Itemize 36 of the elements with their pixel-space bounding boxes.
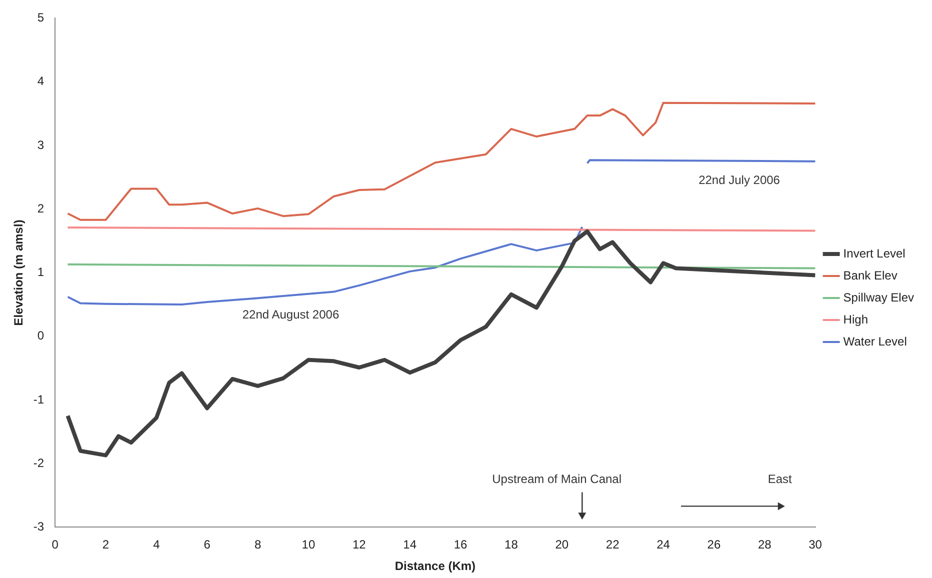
y-tick-label: 5: [37, 10, 44, 25]
x-axis-title: Distance (Km): [394, 559, 476, 574]
x-tick-label: 26: [707, 538, 721, 552]
legend-label: Water Level: [843, 334, 907, 348]
annotation: 22nd August 2006: [242, 308, 340, 322]
x-tick-label: 14: [403, 538, 417, 552]
y-tick-label: -1: [33, 392, 44, 406]
x-tick-label: 28: [758, 538, 772, 552]
x-tick-label: 12: [352, 538, 366, 552]
x-tick-label: 20: [555, 538, 569, 552]
legend-label: High: [843, 312, 868, 326]
y-tick-label: 0: [37, 328, 44, 343]
x-tick-label: 30: [808, 538, 822, 552]
x-tick-label: 4: [153, 538, 160, 552]
x-tick-label: 6: [204, 538, 211, 552]
legend-label: Bank Elev: [843, 268, 898, 282]
annotation: 22nd July 2006: [698, 172, 780, 187]
y-tick-label: 2: [37, 201, 44, 216]
x-tick-label: 22: [606, 538, 620, 552]
y-axis-title: Elevation (m amsl): [12, 220, 26, 326]
legend-label: Invert Level: [843, 246, 906, 260]
y-tick-label: 3: [37, 138, 44, 152]
annotation: Upstream of Main Canal: [492, 472, 622, 486]
annotation: East: [768, 472, 792, 486]
x-tick-label: 2: [102, 538, 110, 552]
y-tick-label: -3: [33, 520, 44, 534]
x-tick-label: 0: [52, 538, 59, 552]
x-tick-label: 18: [504, 538, 518, 552]
legend-label: Spillway Elev: [843, 290, 914, 304]
y-tick-label: 4: [37, 74, 44, 88]
x-tick-label: 10: [302, 538, 316, 552]
y-tick-label: -2: [33, 456, 44, 470]
x-tick-label: 24: [656, 538, 670, 552]
x-tick-label: 8: [254, 538, 262, 552]
y-tick-label: 1: [37, 265, 44, 280]
x-tick-label: 16: [454, 538, 468, 552]
